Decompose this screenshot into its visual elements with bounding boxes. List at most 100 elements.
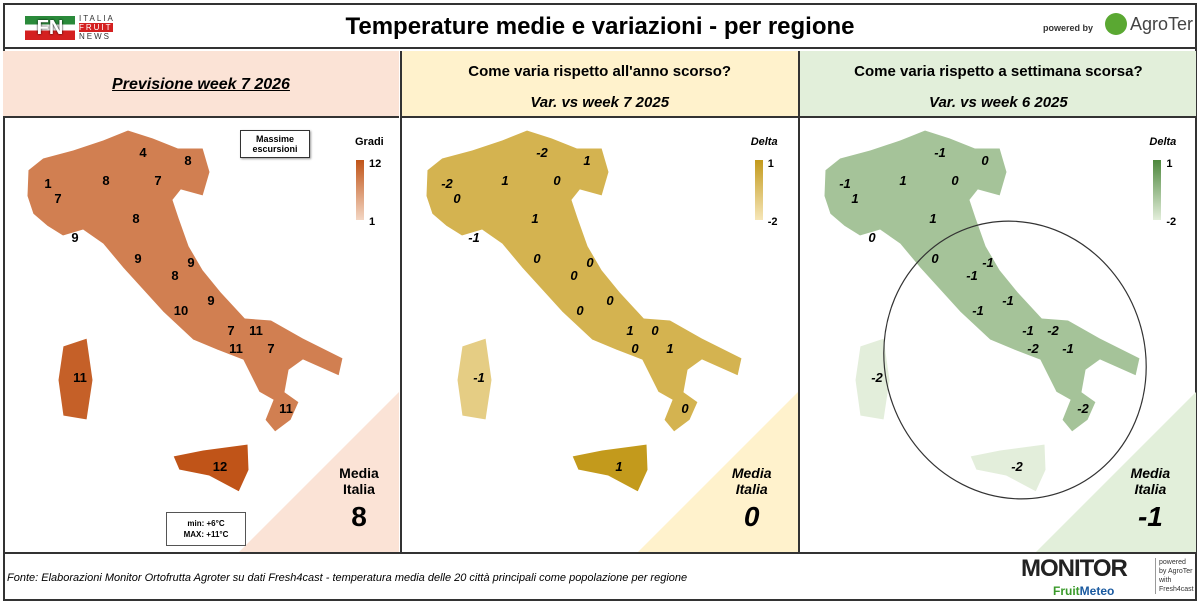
legend-colorbar <box>356 160 364 220</box>
page-title: Temperature medie e variazioni - per reg… <box>345 13 855 40</box>
panel-header-0: Previsione week 7 2026 <box>3 51 399 118</box>
corner-triangle <box>1036 392 1197 552</box>
region-value: -1 <box>1003 293 1015 308</box>
legend-min: -2 <box>767 216 778 228</box>
region-value: 0 <box>869 230 877 245</box>
corner-triangle <box>637 392 798 552</box>
region-mainland <box>26 129 344 433</box>
region-value: 1 <box>44 176 51 191</box>
italia-fruit-news-logo: FN ITALIA FRUIT NEWS <box>25 14 115 41</box>
legend-max: 1 <box>1166 158 1173 170</box>
region-mainland <box>823 129 1141 433</box>
region-value: 8 <box>184 153 191 168</box>
region-value: -1 <box>468 230 480 245</box>
panel-title: Come varia rispetto a settimana scorsa? <box>854 63 1143 80</box>
legend-min: -2 <box>1166 216 1177 228</box>
region-value: 12 <box>213 459 227 474</box>
region-value: 1 <box>531 211 538 226</box>
region-value: 1 <box>930 211 937 226</box>
region-value: 1 <box>900 173 907 188</box>
legend-colorbar <box>1153 160 1162 220</box>
region-value: 11 <box>279 401 293 416</box>
region-value: 11 <box>73 370 87 385</box>
map-panel-1: -2 1 -2 1 0 0 1 -1 0 0 0 0 0 1 0 0 1 -1 0 1 Delta 1 -2 Medi… <box>402 120 798 552</box>
media-italia: Media Italia 8 <box>309 465 399 533</box>
powered-by-footer: powered by AgroTer with Fresh4cast <box>1155 558 1195 594</box>
region-value: -1 <box>840 176 852 191</box>
monitor-logo: MONITOR <box>1021 555 1128 582</box>
legend-colorbar <box>754 160 763 220</box>
powered-by: powered by <box>1043 23 1094 33</box>
panel-header-2: Come varia rispetto a settimana scorsa? … <box>800 51 1197 118</box>
region-value: 11 <box>249 323 263 338</box>
corner-triangle <box>239 392 399 552</box>
region-value: 1 <box>583 153 590 168</box>
map-panel-0: 4 8 1 8 7 7 8 9 9 8 9 9 10 7 11 11 7 11 11 12 Gradi 12 1 Me… <box>3 120 399 552</box>
region-value: 8 <box>102 173 109 188</box>
region-value: 11 <box>229 341 243 356</box>
range-callout: min: +6°C MAX: +11°C <box>166 512 246 546</box>
divider <box>798 51 801 552</box>
region-sicilia <box>570 443 649 493</box>
region-value: -1 <box>983 255 995 270</box>
panel-title: Come varia rispetto all'anno scorso? <box>468 63 732 80</box>
region-value: 9 <box>134 251 141 266</box>
header: FN ITALIA FRUIT NEWS Temperature medie e v… <box>3 3 1197 49</box>
region-value: 9 <box>71 230 78 245</box>
divider <box>399 51 402 552</box>
region-value: -2 <box>1078 401 1090 416</box>
region-value: 10 <box>174 303 188 318</box>
frame <box>3 3 1197 601</box>
region-value: -1 <box>1023 323 1035 338</box>
legend-title: Gradi <box>355 136 384 148</box>
media-value: 8 <box>351 501 367 532</box>
legend-min: 1 <box>369 216 376 228</box>
source-note: Fonte: Elaborazioni Monitor Ortofrutta A… <box>7 572 688 584</box>
region-value: 0 <box>932 251 940 266</box>
region-value: -1 <box>473 370 485 385</box>
region-value: 8 <box>132 211 139 226</box>
region-value: -1 <box>1063 341 1075 356</box>
region-value: 1 <box>666 341 673 356</box>
region-value: 7 <box>267 341 274 356</box>
region-value: 9 <box>187 255 194 270</box>
legend-title: Delta <box>750 136 778 148</box>
panel-header-1: Come varia rispetto all'anno scorso? Var… <box>401 51 798 118</box>
region-value: 7 <box>154 173 161 188</box>
region-value: -1 <box>935 145 947 160</box>
region-value: 0 <box>453 191 461 206</box>
region-value: 1 <box>615 459 622 474</box>
map-panel-2: -1 0 -1 1 0 1 1 0 0 -1 -1 -1 -1 -1 -2 -2 -1 -2 -2 -2 Delta … <box>800 120 1197 552</box>
legend-title: Delta <box>1149 136 1177 148</box>
region-value: 0 <box>982 153 990 168</box>
region-value: 0 <box>681 401 689 416</box>
media-italia: Media Italia 0 <box>702 465 798 533</box>
legend-max: 12 <box>369 158 382 170</box>
region-value: 1 <box>501 173 508 188</box>
region-value: -2 <box>536 145 548 160</box>
region-sicilia <box>172 443 250 493</box>
region-value: 0 <box>576 303 584 318</box>
panel-subtitle: Var. vs week 7 2025 <box>530 94 670 111</box>
region-value: -1 <box>973 303 985 318</box>
region-value: 0 <box>631 341 639 356</box>
region-value: 7 <box>227 323 234 338</box>
region-value: -2 <box>1028 341 1040 356</box>
region-value: 9 <box>207 293 214 308</box>
region-value: -1 <box>967 268 979 283</box>
agroter-logo: AgroTer <box>1105 13 1193 35</box>
region-value: -2 <box>1012 459 1024 474</box>
region-sardegna <box>57 337 94 421</box>
region-value: 1 <box>852 191 859 206</box>
region-value: 0 <box>586 255 594 270</box>
tree-icon <box>1105 13 1127 35</box>
highlight-ellipse <box>883 220 1148 500</box>
massime-escursioni-button[interactable]: Massime escursioni <box>240 130 310 158</box>
fruitmeteo-logo: FruitMeteo <box>1053 584 1115 598</box>
region-value: 0 <box>952 173 960 188</box>
region-value: -2 <box>441 176 453 191</box>
region-value: 8 <box>171 268 178 283</box>
